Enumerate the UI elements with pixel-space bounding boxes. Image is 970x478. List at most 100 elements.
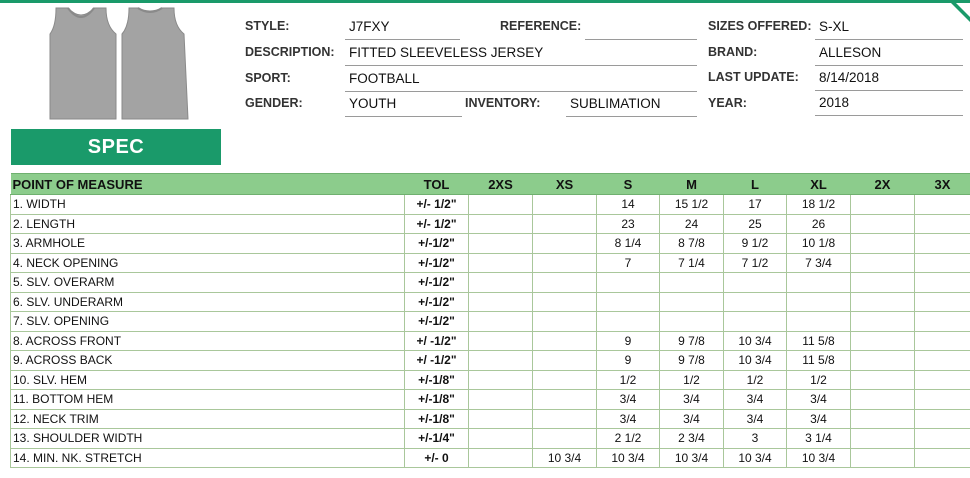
size-value-cell [468,350,533,371]
table-row: 6. SLV. UNDERARM +/-1/2" [10,291,970,312]
size-value-cell [532,389,597,410]
size-value-cell [532,194,597,215]
size-value-cell [532,272,597,293]
table-header-row: POINT OF MEASURE TOL 2XS XS S M L XL 2X … [10,173,970,195]
brand-label: BRAND: [708,45,758,59]
inventory-label: INVENTORY: [465,96,541,110]
spec-banner: SPEC [11,129,221,165]
size-value-cell [850,233,915,254]
description-label: DESCRIPTION: [245,45,335,59]
size-value-cell [532,369,597,390]
size-value-cell [532,408,597,429]
size-value-cell [468,194,533,215]
size-value-cell: 3/4 [786,389,851,410]
table-body: 1. WIDTH +/- 1/2" 14 15 1/2 17 18 1/2 2. LENGT… [10,194,970,468]
size-value-cell: 9 7/8 [659,330,724,351]
size-value-cell [596,291,660,312]
size-value-cell [850,291,915,312]
measurement-table: POINT OF MEASURE TOL 2XS XS S M L XL 2X … [10,173,970,468]
size-value-cell: 10 3/4 [723,350,787,371]
size-value-cell: 1/2 [596,369,660,390]
size-value-cell: 7 3/4 [786,252,851,273]
size-value-cell [914,194,970,215]
size-value-cell [468,389,533,410]
measure-name-cell: 1. WIDTH [10,194,405,215]
measure-name-cell: 14. MIN. NK. STRETCH [10,447,405,468]
column-header: XL [786,173,851,195]
size-value-cell: 11 5/8 [786,350,851,371]
size-value-cell [468,408,533,429]
size-value-cell: 23 [596,213,660,234]
size-value-cell [468,233,533,254]
size-value-cell: 10 3/4 [532,447,597,468]
size-value-cell: 10 3/4 [723,330,787,351]
table-row: 8. ACROSS FRONT +/ -1/2" 9 9 7/8 10 3/4 11 5/… [10,330,970,351]
size-value-cell [468,311,533,332]
tolerance-cell: +/-1/2" [404,272,469,293]
size-value-cell [850,369,915,390]
sport-value: FOOTBALL [349,71,420,86]
size-value-cell: 2 3/4 [659,428,724,449]
measure-name-cell: 3. ARMHOLE [10,233,405,254]
inventory-underline [566,116,697,117]
size-value-cell [468,428,533,449]
reference-value [585,18,589,19]
size-value-cell [532,291,597,312]
size-value-cell [786,311,851,332]
jersey-front-icon [49,7,117,120]
sizes-offered-underline [815,39,963,40]
size-value-cell: 7 [596,252,660,273]
column-header: TOL [404,173,469,195]
size-value-cell: 15 1/2 [659,194,724,215]
size-value-cell [532,330,597,351]
style-underline [345,39,460,40]
tolerance-cell: +/ -1/2" [404,330,469,351]
reference-label: REFERENCE: [500,19,582,33]
column-header: POINT OF MEASURE [10,173,405,195]
gender-underline [345,116,462,117]
size-value-cell [914,369,970,390]
sport-underline [345,91,697,92]
measure-name-cell: 5. SLV. OVERARM [10,272,405,293]
brand-underline [815,65,963,66]
measure-name-cell: 6. SLV. UNDERARM [10,291,405,312]
size-value-cell [468,213,533,234]
column-header: 2XS [468,173,533,195]
table-row: 11. BOTTOM HEM +/-1/8" 3/4 3/4 3/4 3/4 [10,389,970,410]
measure-name-cell: 11. BOTTOM HEM [10,389,405,410]
tolerance-cell: +/-1/2" [404,252,469,273]
size-value-cell [596,311,660,332]
top-accent-bar [0,0,970,3]
style-value: J7FXY [349,19,390,34]
size-value-cell [914,408,970,429]
size-value-cell [532,350,597,371]
size-value-cell [659,291,724,312]
measure-name-cell: 2. LENGTH [10,213,405,234]
size-value-cell: 9 [596,330,660,351]
measure-name-cell: 13. SHOULDER WIDTH [10,428,405,449]
tolerance-cell: +/-1/4" [404,428,469,449]
size-value-cell [914,291,970,312]
size-value-cell [532,311,597,332]
description-underline [345,65,697,66]
size-value-cell: 3/4 [596,389,660,410]
tolerance-cell: +/- 1/2" [404,194,469,215]
size-value-cell [914,447,970,468]
table-row: 3. ARMHOLE +/-1/2" 8 1/4 8 7/8 9 1/2 10 1/8 [10,233,970,254]
tolerance-cell: +/- 0 [404,447,469,468]
size-value-cell: 7 1/2 [723,252,787,273]
measure-name-cell: 8. ACROSS FRONT [10,330,405,351]
size-value-cell: 10 3/4 [659,447,724,468]
sizes-offered-value: S-XL [819,19,850,34]
size-value-cell: 1/2 [659,369,724,390]
column-header: M [659,173,724,195]
size-value-cell [468,447,533,468]
size-value-cell [914,272,970,293]
year-underline [815,115,963,116]
size-value-cell [786,272,851,293]
size-value-cell [914,252,970,273]
reference-underline [585,39,697,40]
measure-name-cell: 4. NECK OPENING [10,252,405,273]
year-label: YEAR: [708,96,747,110]
tolerance-cell: +/- 1/2" [404,213,469,234]
